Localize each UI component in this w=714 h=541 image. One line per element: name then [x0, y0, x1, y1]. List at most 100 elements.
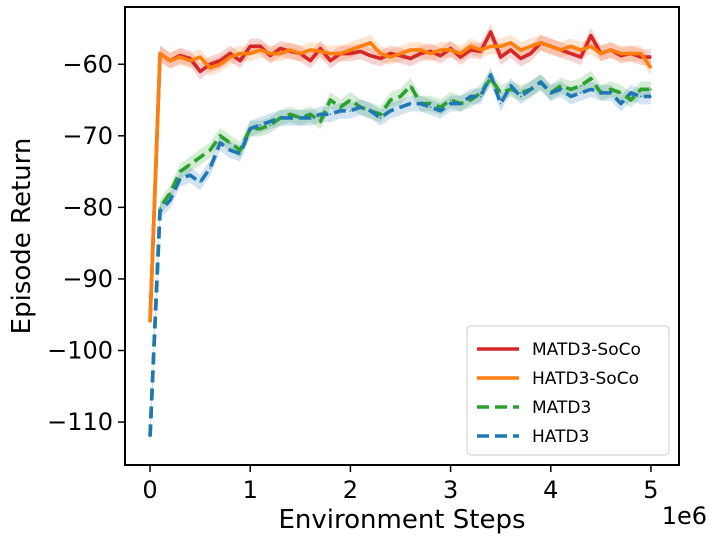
y-tick-label: −60: [62, 50, 113, 78]
y-axis-title: Episode Return: [7, 138, 37, 335]
hatd3-point: [349, 109, 352, 112]
matd3-point: [469, 99, 472, 101]
hatd3-point: [469, 95, 472, 98]
hatd3-point: [279, 117, 282, 119]
hatd3-point: [489, 74, 492, 76]
hatd3-soco-point: [590, 45, 592, 48]
hatd3-point: [600, 92, 602, 94]
matd3-soco-point: [199, 70, 201, 73]
hatd3-soco-point: [650, 67, 652, 69]
hatd3-soco-point: [209, 67, 211, 69]
hatd3-point: [409, 102, 412, 105]
hatd3-point: [369, 109, 372, 112]
hatd3-point: [359, 106, 362, 108]
hatd3-soco-point: [419, 49, 422, 51]
matd3-point: [189, 163, 191, 166]
matd3-point: [339, 106, 342, 108]
hatd3-soco-point: [610, 49, 612, 51]
hatd3-soco-point: [529, 45, 532, 48]
x-axis-offset-label: 1e6: [662, 502, 707, 530]
hatd3-point: [479, 95, 482, 98]
hatd3-soco-point: [479, 49, 482, 51]
hatd3-point: [269, 120, 272, 123]
hatd3-soco-point: [399, 52, 402, 55]
matd3-point: [399, 95, 402, 98]
y-tick-label: −90: [62, 265, 113, 293]
hatd3-point: [309, 117, 312, 119]
matd3-soco-point: [509, 49, 512, 51]
matd3-point: [309, 113, 312, 116]
hatd3-soco-point: [289, 49, 292, 51]
matd3-soco-point: [349, 52, 352, 55]
hatd3-soco-point: [449, 49, 452, 51]
legend-box: [466, 325, 670, 456]
y-tick-label: −110: [47, 408, 113, 436]
legend-label-matd3-soco: MATD3-SoCo: [532, 340, 641, 360]
matd3-soco-point: [419, 52, 422, 55]
hatd3-point: [259, 124, 262, 126]
hatd3-soco-point: [329, 52, 332, 55]
matd3-soco-point: [529, 52, 532, 55]
matd3-soco-point: [249, 45, 252, 48]
matd3-points: [149, 77, 652, 438]
matd3-point: [640, 88, 642, 91]
matd3-soco-line: [148, 30, 651, 322]
matd3-soco-point: [570, 52, 572, 55]
x-tick-label: 0: [142, 476, 157, 504]
hatd3-point: [419, 102, 422, 105]
hatd3-soco-point: [489, 45, 492, 48]
matd3-point: [429, 102, 432, 105]
matd3-point: [219, 135, 221, 137]
matd3-soco-point: [650, 56, 652, 58]
matd3-point: [610, 88, 612, 91]
hatd3-point: [249, 127, 252, 130]
hatd3-soco-point: [509, 41, 512, 44]
matd3-point: [199, 156, 201, 159]
matd3-point: [580, 84, 582, 87]
hatd3-soco-point: [640, 52, 642, 55]
hatd3-soco-point: [549, 45, 552, 48]
y-tick-label: −70: [62, 122, 113, 150]
hatd3-soco-point: [539, 41, 542, 44]
hatd3-soco-point: [570, 45, 572, 48]
x-tick-label: 3: [443, 476, 458, 504]
matd3-point: [379, 113, 382, 116]
hatd3-soco-point: [309, 49, 312, 51]
hatd3-point: [389, 109, 392, 112]
matd3-point: [590, 77, 592, 80]
matd3-soco-point: [209, 63, 211, 66]
hatd3-soco-point: [149, 321, 151, 323]
legend-label-hatd3-soco: HATD3-SoCo: [532, 369, 639, 389]
matd3-soco-point: [259, 45, 262, 48]
hatd3-soco-point: [389, 56, 392, 58]
hatd3-soco-point: [379, 52, 382, 55]
y-axis-ticks: −110 −100 −90 −80 −70 −60: [47, 50, 125, 436]
hatd3-soco-point: [259, 49, 262, 51]
matd3-soco-point: [499, 56, 502, 58]
matd3-soco-points: [149, 31, 652, 323]
matd3-soco-point: [379, 57, 382, 60]
hatd3-point: [219, 142, 221, 144]
hatd3-point: [509, 84, 512, 87]
matd3-soco-point: [219, 59, 221, 62]
matd3-soco-point: [439, 54, 442, 57]
matd3-point: [389, 99, 392, 101]
x-tick-label: 4: [543, 476, 558, 504]
hatd3-soco-point: [169, 59, 171, 62]
hatd3-point: [199, 181, 201, 184]
hatd3-soco-point: [349, 49, 352, 51]
hatd3-soco-point: [229, 56, 231, 58]
hatd3-point: [399, 106, 402, 108]
hatd3-point: [169, 199, 171, 202]
hatd3-soco-point: [630, 52, 632, 55]
hatd3-soco-point: [499, 45, 502, 48]
matd3-soco-point: [580, 56, 582, 58]
hatd3-point: [289, 117, 292, 119]
hatd3-soco-point: [199, 56, 201, 58]
hatd3-point: [449, 102, 452, 105]
hatd3-point: [620, 102, 622, 105]
hatd3-point: [159, 210, 161, 212]
hatd3-point: [239, 152, 242, 155]
hatd3-point: [610, 92, 612, 94]
matd3-point: [259, 127, 262, 130]
